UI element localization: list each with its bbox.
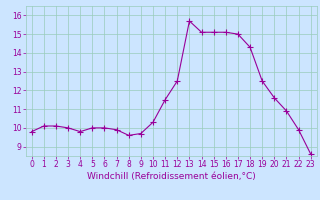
X-axis label: Windchill (Refroidissement éolien,°C): Windchill (Refroidissement éolien,°C) [87, 172, 256, 181]
